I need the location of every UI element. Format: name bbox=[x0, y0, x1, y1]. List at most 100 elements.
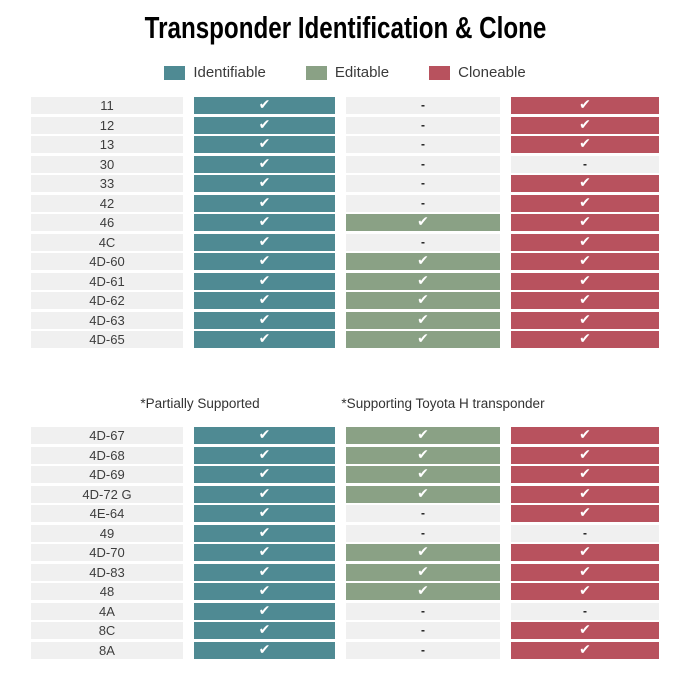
row-label: 4D-83 bbox=[31, 563, 183, 581]
row-label: 4C bbox=[31, 233, 183, 251]
row-label: 4D-70 bbox=[31, 544, 183, 561]
editable-swatch-icon bbox=[305, 65, 327, 80]
identifiable-cell-check: ✔ bbox=[194, 194, 335, 212]
cloneable-cell-check: ✔ bbox=[511, 233, 659, 251]
row-label: 4D-68 bbox=[31, 446, 183, 464]
footnotes: *Partially Supported *Supporting Toyota … bbox=[0, 396, 690, 414]
cloneable-swatch-icon bbox=[429, 65, 451, 80]
cloneable-cell-check: ✔ bbox=[511, 583, 659, 600]
cloneable-cell-check: ✔ bbox=[511, 292, 659, 309]
row-label: 8C bbox=[31, 622, 183, 639]
identifiable-cell-check: ✔ bbox=[194, 136, 335, 153]
editable-cell-check: ✔ bbox=[346, 427, 500, 444]
identifiable-cell-check: ✔ bbox=[194, 292, 335, 309]
page-title: Transponder Identification & Clone bbox=[0, 10, 690, 46]
identifiable-cell-check: ✔ bbox=[194, 622, 335, 639]
transponder-table-1: 11 ✔ - ✔ 12 ✔ - ✔ 13 ✔ - ✔ 30 ✔ - -33 ✔ - ✔ 42 ✔ - ✔ 46 ✔ ✔ ✔ 4C ✔ - ✔… bbox=[31, 97, 659, 348]
editable-cell-check: ✔ bbox=[346, 446, 500, 464]
cloneable-cell-dash: - bbox=[511, 155, 659, 173]
editable-cell-check: ✔ bbox=[346, 253, 500, 270]
identifiable-cell-check: ✔ bbox=[194, 485, 335, 503]
page-title-text: Transponder Identification & Clone bbox=[144, 10, 546, 45]
cloneable-cell-check: ✔ bbox=[511, 253, 659, 270]
row-label: 4D-63 bbox=[31, 311, 183, 329]
row-label: 30 bbox=[31, 155, 183, 173]
row-label: 4D-67 bbox=[31, 427, 183, 444]
legend-item-identifiable: Identifiable bbox=[164, 64, 266, 81]
cloneable-cell-check: ✔ bbox=[511, 311, 659, 329]
editable-cell-check: ✔ bbox=[346, 311, 500, 329]
row-label: 46 bbox=[31, 214, 183, 231]
legend-label: Cloneable bbox=[458, 64, 526, 81]
cloneable-cell-check: ✔ bbox=[511, 485, 659, 503]
cloneable-cell-check: ✔ bbox=[511, 544, 659, 561]
row-label: 12 bbox=[31, 116, 183, 134]
editable-cell-check: ✔ bbox=[346, 583, 500, 600]
cloneable-cell-check: ✔ bbox=[511, 214, 659, 231]
row-label: 4D-69 bbox=[31, 466, 183, 483]
editable-cell-dash: - bbox=[346, 622, 500, 639]
cloneable-cell-check: ✔ bbox=[511, 427, 659, 444]
cloneable-cell-check: ✔ bbox=[511, 194, 659, 212]
legend-label: Editable bbox=[334, 64, 390, 81]
row-label: 11 bbox=[31, 97, 183, 114]
identifiable-cell-check: ✔ bbox=[194, 446, 335, 464]
editable-cell-dash: - bbox=[346, 175, 500, 192]
cloneable-cell-check: ✔ bbox=[511, 136, 659, 153]
editable-cell-dash: - bbox=[346, 524, 500, 542]
identifiable-cell-check: ✔ bbox=[194, 253, 335, 270]
identifiable-cell-check: ✔ bbox=[194, 97, 335, 114]
identifiable-cell-check: ✔ bbox=[194, 214, 335, 231]
identifiable-cell-check: ✔ bbox=[194, 427, 335, 444]
identifiable-cell-check: ✔ bbox=[194, 466, 335, 483]
note-partially-supported: *Partially Supported bbox=[140, 396, 260, 411]
cloneable-cell-dash: - bbox=[511, 524, 659, 542]
editable-cell-dash: - bbox=[346, 505, 500, 522]
editable-cell-check: ✔ bbox=[346, 272, 500, 290]
identifiable-cell-check: ✔ bbox=[194, 331, 335, 348]
cloneable-cell-check: ✔ bbox=[511, 272, 659, 290]
editable-cell-dash: - bbox=[346, 97, 500, 114]
editable-cell-check: ✔ bbox=[346, 466, 500, 483]
cloneable-cell-check: ✔ bbox=[511, 446, 659, 464]
cloneable-cell-check: ✔ bbox=[511, 466, 659, 483]
note-toyota-h: *Supporting Toyota H transponder bbox=[341, 396, 545, 411]
row-label: 42 bbox=[31, 194, 183, 212]
row-label: 4D-62 bbox=[31, 292, 183, 309]
row-label: 33 bbox=[31, 175, 183, 192]
editable-cell-dash: - bbox=[346, 194, 500, 212]
editable-cell-check: ✔ bbox=[346, 544, 500, 561]
row-label: 49 bbox=[31, 524, 183, 542]
transponder-table-2: 4D-67 ✔ ✔ ✔ 4D-68 ✔ ✔ ✔ 4D-69 ✔ ✔ ✔ 4D-72 G ✔ ✔ ✔ 4E-64 ✔… bbox=[31, 427, 659, 659]
identifiable-cell-check: ✔ bbox=[194, 311, 335, 329]
editable-cell-dash: - bbox=[346, 116, 500, 134]
cloneable-cell-check: ✔ bbox=[511, 331, 659, 348]
row-label: 4A bbox=[31, 602, 183, 620]
cloneable-cell-check: ✔ bbox=[511, 622, 659, 639]
row-label: 4E-64 bbox=[31, 505, 183, 522]
legend-label: Identifiable bbox=[193, 64, 266, 81]
editable-cell-check: ✔ bbox=[346, 331, 500, 348]
cloneable-cell-check: ✔ bbox=[511, 563, 659, 581]
cloneable-cell-check: ✔ bbox=[511, 505, 659, 522]
identifiable-cell-check: ✔ bbox=[194, 524, 335, 542]
editable-cell-dash: - bbox=[346, 155, 500, 173]
row-label: 4D-72 G bbox=[31, 485, 183, 503]
cloneable-cell-check: ✔ bbox=[511, 116, 659, 134]
identifiable-cell-check: ✔ bbox=[194, 505, 335, 522]
identifiable-cell-check: ✔ bbox=[194, 641, 335, 659]
row-label: 4D-61 bbox=[31, 272, 183, 290]
editable-cell-dash: - bbox=[346, 136, 500, 153]
row-label: 13 bbox=[31, 136, 183, 153]
legend-item-cloneable: Cloneable bbox=[429, 64, 526, 81]
identifiable-cell-check: ✔ bbox=[194, 116, 335, 134]
identifiable-cell-check: ✔ bbox=[194, 155, 335, 173]
cloneable-cell-dash: - bbox=[511, 602, 659, 620]
cloneable-cell-check: ✔ bbox=[511, 641, 659, 659]
identifiable-cell-check: ✔ bbox=[194, 272, 335, 290]
editable-cell-check: ✔ bbox=[346, 214, 500, 231]
editable-cell-dash: - bbox=[346, 602, 500, 620]
editable-cell-check: ✔ bbox=[346, 292, 500, 309]
row-label: 4D-65 bbox=[31, 331, 183, 348]
cloneable-cell-check: ✔ bbox=[511, 175, 659, 192]
